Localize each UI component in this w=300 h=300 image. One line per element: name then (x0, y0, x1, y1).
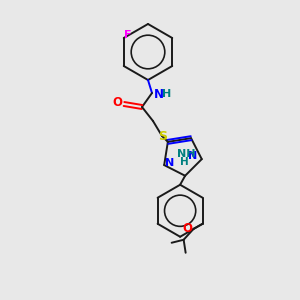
Text: H: H (180, 157, 189, 167)
Text: N: N (165, 158, 174, 168)
Text: F: F (124, 30, 131, 40)
Text: NH: NH (176, 149, 195, 159)
Text: S: S (158, 130, 167, 142)
Text: H: H (162, 89, 171, 99)
Text: N: N (188, 151, 197, 161)
Text: N: N (154, 88, 164, 100)
Text: O: O (112, 97, 122, 110)
Text: O: O (183, 222, 193, 235)
